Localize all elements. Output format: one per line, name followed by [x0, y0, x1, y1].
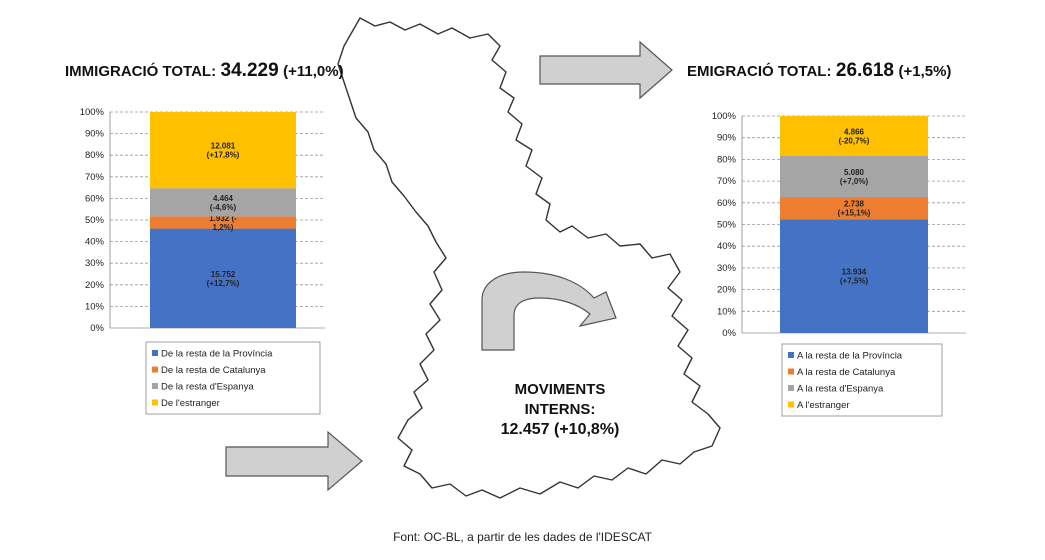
- legend-swatch: [152, 399, 158, 406]
- emigration-change: (+1,5%): [898, 63, 952, 80]
- bar-segment: [780, 219, 928, 333]
- legend-swatch: [788, 352, 794, 358]
- data-label: 1,2%): [213, 223, 234, 232]
- data-label: 2.738: [844, 200, 865, 209]
- y-tick-label: 0%: [90, 323, 104, 334]
- bar-segment: [780, 116, 928, 156]
- bar-segment: [780, 197, 928, 220]
- emigration-headline: EMIGRACIÓ TOTAL: 26.618 (+1,5%): [687, 60, 951, 82]
- legend-swatch: [152, 366, 158, 373]
- y-tick-label: 50%: [717, 220, 737, 231]
- immigration-headline: IMMIGRACIÓ TOTAL: 34.229 (+11,0%): [65, 60, 344, 82]
- data-label: 5.080: [844, 168, 865, 177]
- y-tick-label: 20%: [717, 285, 737, 296]
- legend-box: [781, 343, 943, 417]
- y-tick-label: 30%: [717, 263, 737, 274]
- legend-swatch: [788, 385, 794, 391]
- legend-entry: De la resta de la Província: [161, 349, 273, 360]
- curved-arrow-icon: [481, 271, 617, 351]
- y-tick-label: 10%: [85, 301, 105, 312]
- bar-segment: [150, 228, 296, 328]
- legend-entry: De la resta d'Espanya: [161, 382, 254, 393]
- source-note: Font: OC-BL, a partir de les dades de l'…: [393, 530, 652, 544]
- data-label: 1.932 (-: [209, 214, 237, 223]
- y-tick-label: 90%: [85, 129, 105, 140]
- internal-line1: MOVIMENTS: [514, 381, 606, 398]
- y-tick-label: 100%: [80, 107, 105, 118]
- legend-swatch: [788, 401, 794, 408]
- bar-segment: [780, 155, 928, 198]
- y-tick-label: 90%: [717, 133, 737, 144]
- y-tick-label: 100%: [712, 111, 737, 122]
- emigration-title: EMIGRACIÓ TOTAL:: [687, 63, 832, 80]
- bar-segment: [150, 188, 296, 217]
- legend-entry: A la resta de la Província: [797, 351, 903, 362]
- data-label: 12.081: [211, 142, 236, 151]
- y-tick-label: 80%: [85, 150, 105, 161]
- data-label: 4.464: [213, 194, 234, 203]
- emigration-total: 26.618: [835, 60, 895, 81]
- y-tick-label: 80%: [717, 154, 737, 165]
- y-tick-label: 30%: [85, 258, 105, 269]
- right-arrow-icon: [539, 40, 673, 100]
- bar-segment: [150, 112, 296, 189]
- legend-box: [145, 341, 321, 415]
- legend-entry: De l'estranger: [161, 398, 220, 409]
- data-label: 13.934: [842, 268, 867, 277]
- y-tick-label: 60%: [85, 193, 105, 204]
- data-label: (+17,8%): [207, 151, 240, 160]
- y-tick-label: 50%: [85, 215, 105, 226]
- immigration-title: IMMIGRACIÓ TOTAL:: [65, 63, 217, 80]
- data-label: 15.752: [211, 270, 236, 279]
- legend-entry: A la resta de Catalunya: [797, 367, 896, 378]
- data-label: (+12,7%): [207, 279, 240, 288]
- right-arrow-icon: [225, 430, 363, 492]
- immigration-total: 34.229: [220, 60, 279, 81]
- immigration-chart: 0%10%20%30%40%50%60%70%80%90%100%15.752(…: [80, 107, 325, 415]
- data-label: (-20,7%): [839, 136, 870, 145]
- data-label: (+7,0%): [840, 177, 869, 186]
- internal-movements: MOVIMENTS INTERNS: 12.457 (+10,8%): [455, 380, 665, 440]
- emigration-chart: 0%10%20%30%40%50%60%70%80%90%100%13.934(…: [712, 111, 966, 417]
- internal-line2: INTERNS:: [524, 401, 596, 418]
- legend-swatch: [152, 383, 158, 389]
- data-label: (+15,1%): [838, 209, 871, 218]
- internal-value: 12.457 (+10,8%): [500, 421, 620, 438]
- legend-entry: A l'estranger: [797, 400, 850, 411]
- data-label: 4.866: [844, 127, 865, 136]
- legend-entry: A la resta d'Espanya: [797, 384, 884, 395]
- immigration-change: (+11,0%): [283, 63, 344, 80]
- y-tick-label: 70%: [717, 176, 737, 187]
- y-tick-label: 0%: [722, 328, 736, 339]
- y-tick-label: 60%: [717, 198, 737, 209]
- y-tick-label: 20%: [85, 280, 105, 291]
- data-label: (+7,5%): [840, 277, 869, 286]
- bar-segment: [150, 216, 296, 229]
- legend-entry: De la resta de Catalunya: [161, 365, 266, 376]
- data-label: (-4,6%): [210, 203, 237, 212]
- y-tick-label: 40%: [85, 237, 105, 248]
- y-tick-label: 40%: [717, 241, 737, 252]
- legend-swatch: [152, 350, 158, 356]
- y-tick-label: 70%: [85, 172, 105, 183]
- legend-swatch: [788, 368, 794, 375]
- map-outline: [337, 17, 721, 499]
- y-tick-label: 10%: [717, 306, 737, 317]
